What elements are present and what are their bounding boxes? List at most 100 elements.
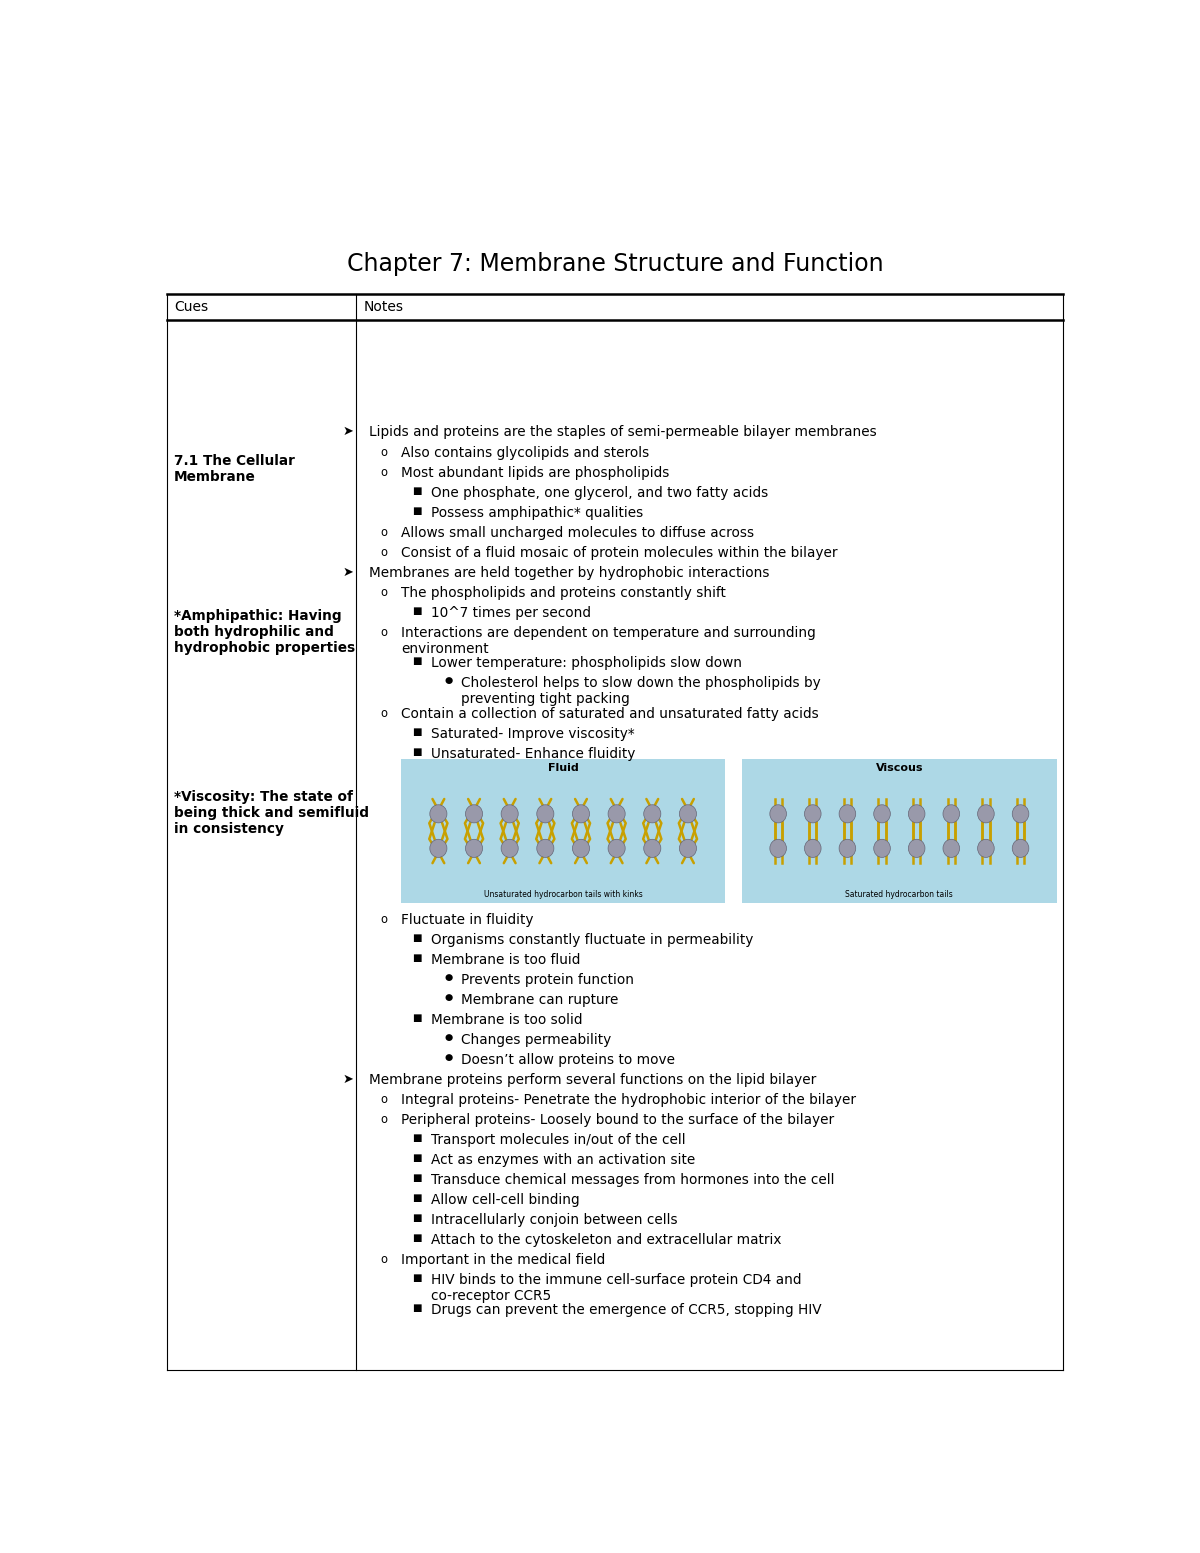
Text: Act as enzymes with an activation site: Act as enzymes with an activation site: [431, 1152, 695, 1166]
Ellipse shape: [502, 839, 518, 857]
Text: ■: ■: [412, 1193, 421, 1202]
Text: Contain a collection of saturated and unsaturated fatty acids: Contain a collection of saturated and un…: [401, 707, 818, 721]
Text: Membrane proteins perform several functions on the lipid bilayer: Membrane proteins perform several functi…: [368, 1073, 816, 1087]
Ellipse shape: [839, 839, 856, 857]
Text: ●: ●: [444, 974, 452, 983]
Ellipse shape: [572, 839, 589, 857]
Text: *Amphipathic: Having
both hydrophilic and
hydrophobic properties: *Amphipathic: Having both hydrophilic an…: [174, 609, 355, 655]
Text: Cues: Cues: [174, 300, 209, 314]
Text: ●: ●: [444, 994, 452, 1002]
Text: o: o: [380, 446, 388, 460]
Ellipse shape: [430, 839, 446, 857]
Text: ■: ■: [412, 1152, 421, 1163]
Ellipse shape: [1013, 804, 1028, 823]
Text: o: o: [380, 466, 388, 480]
Text: Most abundant lipids are phospholipids: Most abundant lipids are phospholipids: [401, 466, 670, 480]
Text: Changes permeability: Changes permeability: [461, 1033, 611, 1047]
Text: Drugs can prevent the emergence of CCR5, stopping HIV: Drugs can prevent the emergence of CCR5,…: [431, 1303, 822, 1317]
Ellipse shape: [1013, 839, 1028, 857]
Text: Lipids and proteins are the staples of semi-permeable bilayer membranes: Lipids and proteins are the staples of s…: [368, 426, 876, 439]
Text: Peripheral proteins- Loosely bound to the surface of the bilayer: Peripheral proteins- Loosely bound to th…: [401, 1114, 834, 1127]
Text: o: o: [380, 626, 388, 638]
Ellipse shape: [536, 804, 554, 823]
Text: ●: ●: [444, 1053, 452, 1062]
Ellipse shape: [643, 839, 661, 857]
Text: Important in the medical field: Important in the medical field: [401, 1253, 605, 1267]
Ellipse shape: [536, 839, 554, 857]
Text: Allow cell-cell binding: Allow cell-cell binding: [431, 1193, 580, 1207]
Text: ■: ■: [412, 1272, 421, 1283]
Ellipse shape: [608, 839, 625, 857]
Text: One phosphate, one glycerol, and two fatty acids: One phosphate, one glycerol, and two fat…: [431, 486, 768, 500]
Text: Prevents protein function: Prevents protein function: [461, 974, 634, 988]
Text: Membrane can rupture: Membrane can rupture: [461, 994, 618, 1008]
Text: Fluid: Fluid: [547, 763, 578, 773]
Text: ■: ■: [412, 727, 421, 736]
Text: ■: ■: [412, 506, 421, 516]
Text: Unsaturated hydrocarbon tails with kinks: Unsaturated hydrocarbon tails with kinks: [484, 890, 642, 899]
Ellipse shape: [943, 839, 960, 857]
Text: o: o: [380, 1093, 388, 1106]
Text: Also contains glycolipids and sterols: Also contains glycolipids and sterols: [401, 446, 649, 460]
Ellipse shape: [643, 804, 661, 823]
Ellipse shape: [466, 804, 482, 823]
Ellipse shape: [978, 804, 995, 823]
Ellipse shape: [874, 804, 890, 823]
Text: ●: ●: [444, 676, 452, 685]
Text: o: o: [380, 585, 388, 599]
Ellipse shape: [770, 839, 786, 857]
Text: Possess amphipathic* qualities: Possess amphipathic* qualities: [431, 506, 643, 520]
Text: ■: ■: [412, 1173, 421, 1183]
Text: Membrane is too fluid: Membrane is too fluid: [431, 954, 581, 968]
Ellipse shape: [572, 804, 589, 823]
Text: o: o: [380, 707, 388, 719]
Text: ■: ■: [412, 606, 421, 617]
Text: Membranes are held together by hydrophobic interactions: Membranes are held together by hydrophob…: [368, 565, 769, 579]
Text: ➤: ➤: [343, 426, 354, 438]
Text: o: o: [380, 526, 388, 539]
Text: Chapter 7: Membrane Structure and Function: Chapter 7: Membrane Structure and Functi…: [347, 252, 883, 276]
Text: Allows small uncharged molecules to diffuse across: Allows small uncharged molecules to diff…: [401, 526, 755, 540]
Text: Attach to the cytoskeleton and extracellular matrix: Attach to the cytoskeleton and extracell…: [431, 1233, 781, 1247]
Ellipse shape: [943, 804, 960, 823]
Text: o: o: [380, 1114, 388, 1126]
Text: Cholesterol helps to slow down the phospholipids by
preventing tight packing: Cholesterol helps to slow down the phosp…: [461, 676, 821, 707]
Text: ■: ■: [412, 657, 421, 666]
Ellipse shape: [466, 839, 482, 857]
Text: Organisms constantly fluctuate in permeability: Organisms constantly fluctuate in permea…: [431, 933, 754, 947]
Text: Membrane is too solid: Membrane is too solid: [431, 1013, 582, 1027]
Text: ■: ■: [412, 1233, 421, 1242]
Text: Intracellularly conjoin between cells: Intracellularly conjoin between cells: [431, 1213, 678, 1227]
Ellipse shape: [978, 839, 995, 857]
Text: ➤: ➤: [343, 1073, 354, 1086]
Text: ●: ●: [444, 1033, 452, 1042]
Text: ■: ■: [412, 1013, 421, 1023]
Text: *Viscosity: The state of
being thick and semifluid
in consistency: *Viscosity: The state of being thick and…: [174, 789, 370, 836]
Text: Doesn’t allow proteins to move: Doesn’t allow proteins to move: [461, 1053, 674, 1067]
Text: Unsaturated- Enhance fluidity: Unsaturated- Enhance fluidity: [431, 747, 635, 761]
Text: Consist of a fluid mosaic of protein molecules within the bilayer: Consist of a fluid mosaic of protein mol…: [401, 547, 838, 561]
Text: Transduce chemical messages from hormones into the cell: Transduce chemical messages from hormone…: [431, 1173, 834, 1186]
Text: Transport molecules in/out of the cell: Transport molecules in/out of the cell: [431, 1134, 685, 1148]
Text: 10^7 times per second: 10^7 times per second: [431, 606, 590, 620]
Text: 7.1 The Cellular
Membrane: 7.1 The Cellular Membrane: [174, 453, 295, 485]
Text: The phospholipids and proteins constantly shift: The phospholipids and proteins constantl…: [401, 585, 726, 599]
Text: Lower temperature: phospholipids slow down: Lower temperature: phospholipids slow do…: [431, 657, 742, 671]
Text: Viscous: Viscous: [876, 763, 923, 773]
Ellipse shape: [679, 839, 696, 857]
Ellipse shape: [839, 804, 856, 823]
Text: Interactions are dependent on temperature and surrounding
environment: Interactions are dependent on temperatur…: [401, 626, 816, 655]
Text: ■: ■: [412, 954, 421, 963]
Text: ■: ■: [412, 1134, 421, 1143]
Text: ■: ■: [412, 1213, 421, 1222]
Text: ➤: ➤: [343, 565, 354, 579]
Text: Saturated- Improve viscosity*: Saturated- Improve viscosity*: [431, 727, 635, 741]
Ellipse shape: [770, 804, 786, 823]
Ellipse shape: [874, 839, 890, 857]
Text: Integral proteins- Penetrate the hydrophobic interior of the bilayer: Integral proteins- Penetrate the hydroph…: [401, 1093, 856, 1107]
FancyBboxPatch shape: [401, 759, 725, 902]
Text: o: o: [380, 547, 388, 559]
Ellipse shape: [502, 804, 518, 823]
FancyBboxPatch shape: [742, 759, 1057, 902]
Text: HIV binds to the immune cell-surface protein CD4 and
co-receptor CCR5: HIV binds to the immune cell-surface pro…: [431, 1272, 802, 1303]
